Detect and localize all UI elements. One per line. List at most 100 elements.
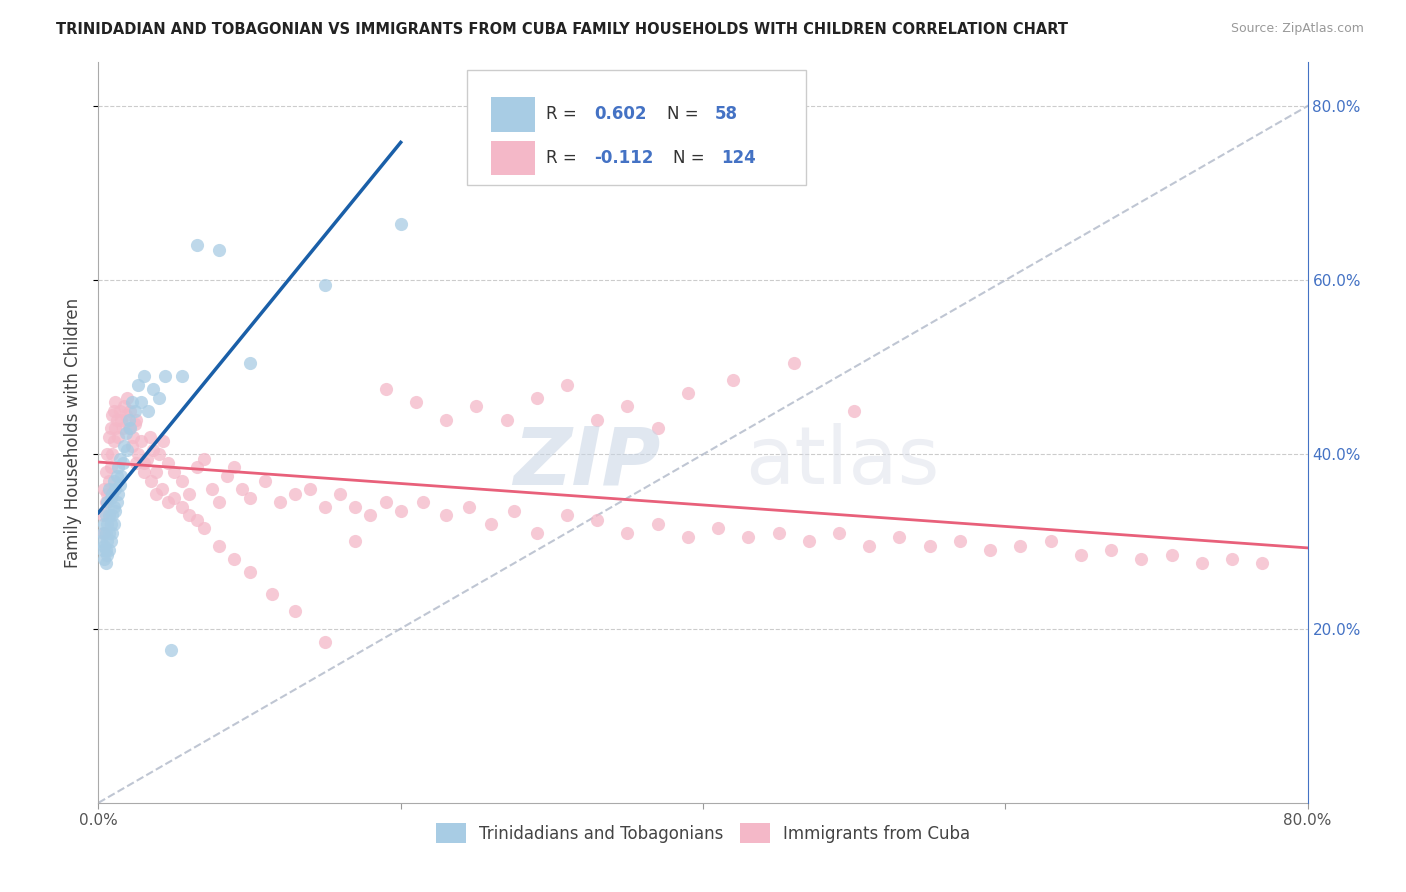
Point bbox=[284, 486, 307, 500]
Point bbox=[100, 491, 122, 505]
Point bbox=[284, 604, 307, 618]
Point bbox=[170, 474, 193, 488]
Point bbox=[208, 539, 231, 553]
Point bbox=[105, 412, 128, 426]
Point bbox=[141, 474, 163, 488]
Point bbox=[360, 508, 382, 523]
Point bbox=[314, 500, 336, 514]
Point bbox=[768, 525, 790, 540]
Point bbox=[186, 238, 208, 252]
Point bbox=[96, 495, 118, 509]
Point bbox=[114, 425, 136, 440]
Point bbox=[186, 460, 208, 475]
Point bbox=[170, 369, 193, 384]
Point bbox=[101, 447, 124, 461]
Point bbox=[253, 474, 276, 488]
Point bbox=[1191, 556, 1213, 570]
Point bbox=[616, 400, 638, 414]
Point bbox=[224, 552, 246, 566]
Point bbox=[94, 525, 117, 540]
Point bbox=[1160, 548, 1182, 562]
Y-axis label: Family Households with Children: Family Households with Children bbox=[65, 298, 83, 567]
Point bbox=[412, 495, 434, 509]
Point bbox=[110, 412, 132, 426]
Point bbox=[153, 369, 176, 384]
Point bbox=[269, 495, 291, 509]
Point bbox=[156, 456, 179, 470]
FancyBboxPatch shape bbox=[467, 70, 806, 185]
Point bbox=[389, 217, 412, 231]
Text: N =: N = bbox=[672, 150, 710, 168]
Point bbox=[647, 421, 669, 435]
Point bbox=[1070, 548, 1092, 562]
Point bbox=[125, 412, 148, 426]
Point bbox=[132, 465, 155, 479]
Point bbox=[103, 517, 125, 532]
Point bbox=[179, 486, 201, 500]
Point bbox=[112, 400, 135, 414]
Point bbox=[112, 439, 135, 453]
Point bbox=[118, 421, 141, 435]
Point bbox=[98, 474, 121, 488]
Point bbox=[115, 443, 138, 458]
Point bbox=[104, 395, 127, 409]
Point bbox=[457, 500, 479, 514]
Point bbox=[526, 391, 548, 405]
Point bbox=[90, 534, 112, 549]
FancyBboxPatch shape bbox=[492, 142, 534, 176]
Point bbox=[434, 412, 457, 426]
Point bbox=[163, 491, 186, 505]
Point bbox=[179, 508, 201, 523]
Point bbox=[1220, 552, 1243, 566]
Point bbox=[101, 525, 124, 540]
Point bbox=[224, 460, 246, 475]
Point bbox=[163, 465, 186, 479]
Text: Source: ZipAtlas.com: Source: ZipAtlas.com bbox=[1230, 22, 1364, 36]
Point bbox=[96, 517, 118, 532]
Point bbox=[110, 469, 132, 483]
Point bbox=[104, 482, 127, 496]
Point bbox=[118, 412, 141, 426]
Point bbox=[129, 434, 152, 449]
Point bbox=[115, 391, 138, 405]
Point bbox=[142, 443, 165, 458]
Point bbox=[103, 474, 125, 488]
Point bbox=[108, 478, 131, 492]
Point bbox=[186, 513, 208, 527]
Point bbox=[949, 534, 972, 549]
Point bbox=[797, 534, 820, 549]
Point bbox=[201, 482, 224, 496]
Point bbox=[100, 517, 122, 532]
Point bbox=[98, 482, 121, 496]
Point bbox=[91, 543, 114, 558]
Point bbox=[889, 530, 911, 544]
Point bbox=[94, 495, 117, 509]
Point bbox=[107, 486, 129, 500]
Point bbox=[121, 439, 143, 453]
Text: 0.602: 0.602 bbox=[595, 105, 647, 123]
Point bbox=[108, 404, 131, 418]
Text: R =: R = bbox=[546, 105, 582, 123]
Point bbox=[98, 525, 121, 540]
Point bbox=[142, 382, 165, 396]
Point bbox=[374, 495, 396, 509]
Point bbox=[114, 408, 136, 422]
Point bbox=[98, 508, 121, 523]
Point bbox=[979, 543, 1001, 558]
Point bbox=[100, 460, 122, 475]
Point bbox=[96, 534, 118, 549]
Point bbox=[329, 486, 352, 500]
Point bbox=[1099, 543, 1122, 558]
Point bbox=[148, 447, 170, 461]
Point bbox=[555, 508, 578, 523]
Point bbox=[121, 395, 143, 409]
Point bbox=[111, 421, 134, 435]
Point bbox=[107, 460, 129, 475]
Point bbox=[1010, 539, 1032, 553]
Text: ZIP: ZIP bbox=[513, 423, 661, 501]
Point bbox=[124, 404, 146, 418]
Point bbox=[156, 495, 179, 509]
Point bbox=[676, 530, 699, 544]
Point bbox=[98, 543, 121, 558]
Point bbox=[101, 408, 124, 422]
